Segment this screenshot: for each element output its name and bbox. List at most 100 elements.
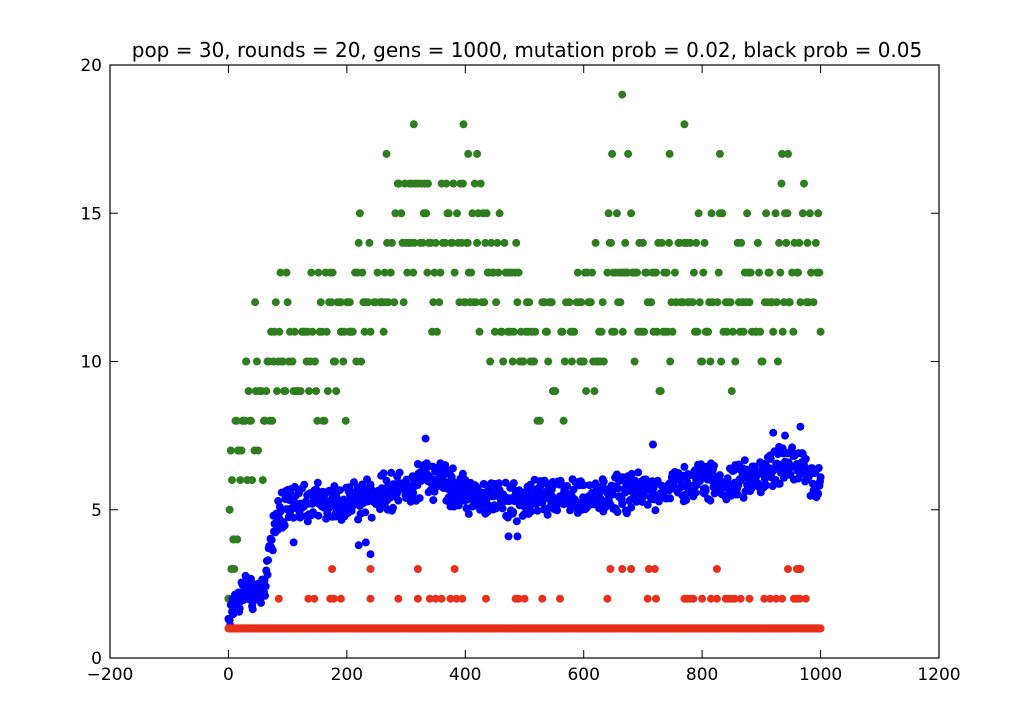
max-point [695,298,704,307]
max-point [693,327,702,336]
max-point [328,268,337,277]
max-point [453,209,461,218]
max-point [514,268,523,277]
max-point [579,357,588,366]
max-point [320,416,329,425]
max-point [431,238,440,247]
max-point [499,357,508,366]
max-point [399,298,408,307]
average-point [613,508,622,516]
min-point [366,565,375,573]
average-point [458,469,467,478]
min-point [482,594,490,603]
average-point [361,538,370,547]
max-point [692,238,701,247]
max-point [783,209,792,218]
max-point [607,238,615,247]
max-point [597,327,606,336]
max-point [519,357,528,366]
max-point [726,298,735,307]
max-point [707,209,716,218]
max-point [588,268,596,277]
max-point [498,327,506,336]
max-point [665,238,673,247]
max-point [290,327,299,336]
min-point [730,594,739,603]
average-point [682,496,691,505]
max-point [242,357,251,366]
max-point [493,238,502,247]
max-point [815,268,824,277]
max-point [331,357,339,366]
max-point [727,387,736,396]
max-point [776,268,785,277]
max-point [387,238,396,247]
average-point [563,482,572,490]
max-point [598,298,607,307]
max-point [390,298,399,307]
max-point [803,238,812,247]
y-tick-label: 20 [80,56,102,76]
max-point [348,327,357,336]
max-point [642,268,651,277]
min-point [712,594,721,603]
max-point [380,268,389,277]
max-point [756,327,765,336]
average-point [512,517,521,526]
max-point [422,209,431,218]
average-point [268,546,277,555]
min-point [328,565,337,573]
min-point [650,565,659,573]
max-point [283,298,292,307]
max-point [560,357,569,366]
max-point [379,327,388,336]
max-point [459,120,468,129]
max-point [271,298,280,307]
average-point [666,494,675,503]
max-point [436,268,445,277]
min-point [514,594,523,603]
min-point [520,594,529,603]
max-point [688,298,697,307]
max-point [475,327,484,336]
min-point [707,594,715,603]
max-point [775,238,784,247]
max-point [339,357,348,366]
max-point [653,327,662,336]
x-tick-label: 400 [449,665,481,685]
max-point [327,298,336,307]
max-point [246,416,255,425]
series-max-points [224,90,825,603]
max-point [314,268,323,277]
min-point [274,594,283,603]
max-point [666,357,675,366]
min-point [796,565,805,573]
max-point [784,149,792,158]
average-point [235,604,244,613]
average-point [640,491,649,500]
max-point [409,120,418,129]
min-point [446,594,455,603]
max-point [429,298,438,307]
max-point [746,268,755,277]
max-point [582,387,591,396]
max-point [508,357,517,366]
max-point [782,238,791,247]
max-point [785,298,794,307]
max-point [487,238,496,247]
average-point [788,443,797,452]
max-point [731,357,740,366]
min-point [643,594,652,603]
min-point [736,594,745,603]
max-point [723,327,731,336]
max-point [251,298,260,307]
average-point [651,506,660,515]
max-point [525,298,534,307]
average-point [289,513,298,522]
average-point [627,469,636,478]
y-tick-label: 0 [91,649,102,669]
max-point [442,179,451,188]
average-point [814,489,823,498]
max-point [355,209,364,218]
